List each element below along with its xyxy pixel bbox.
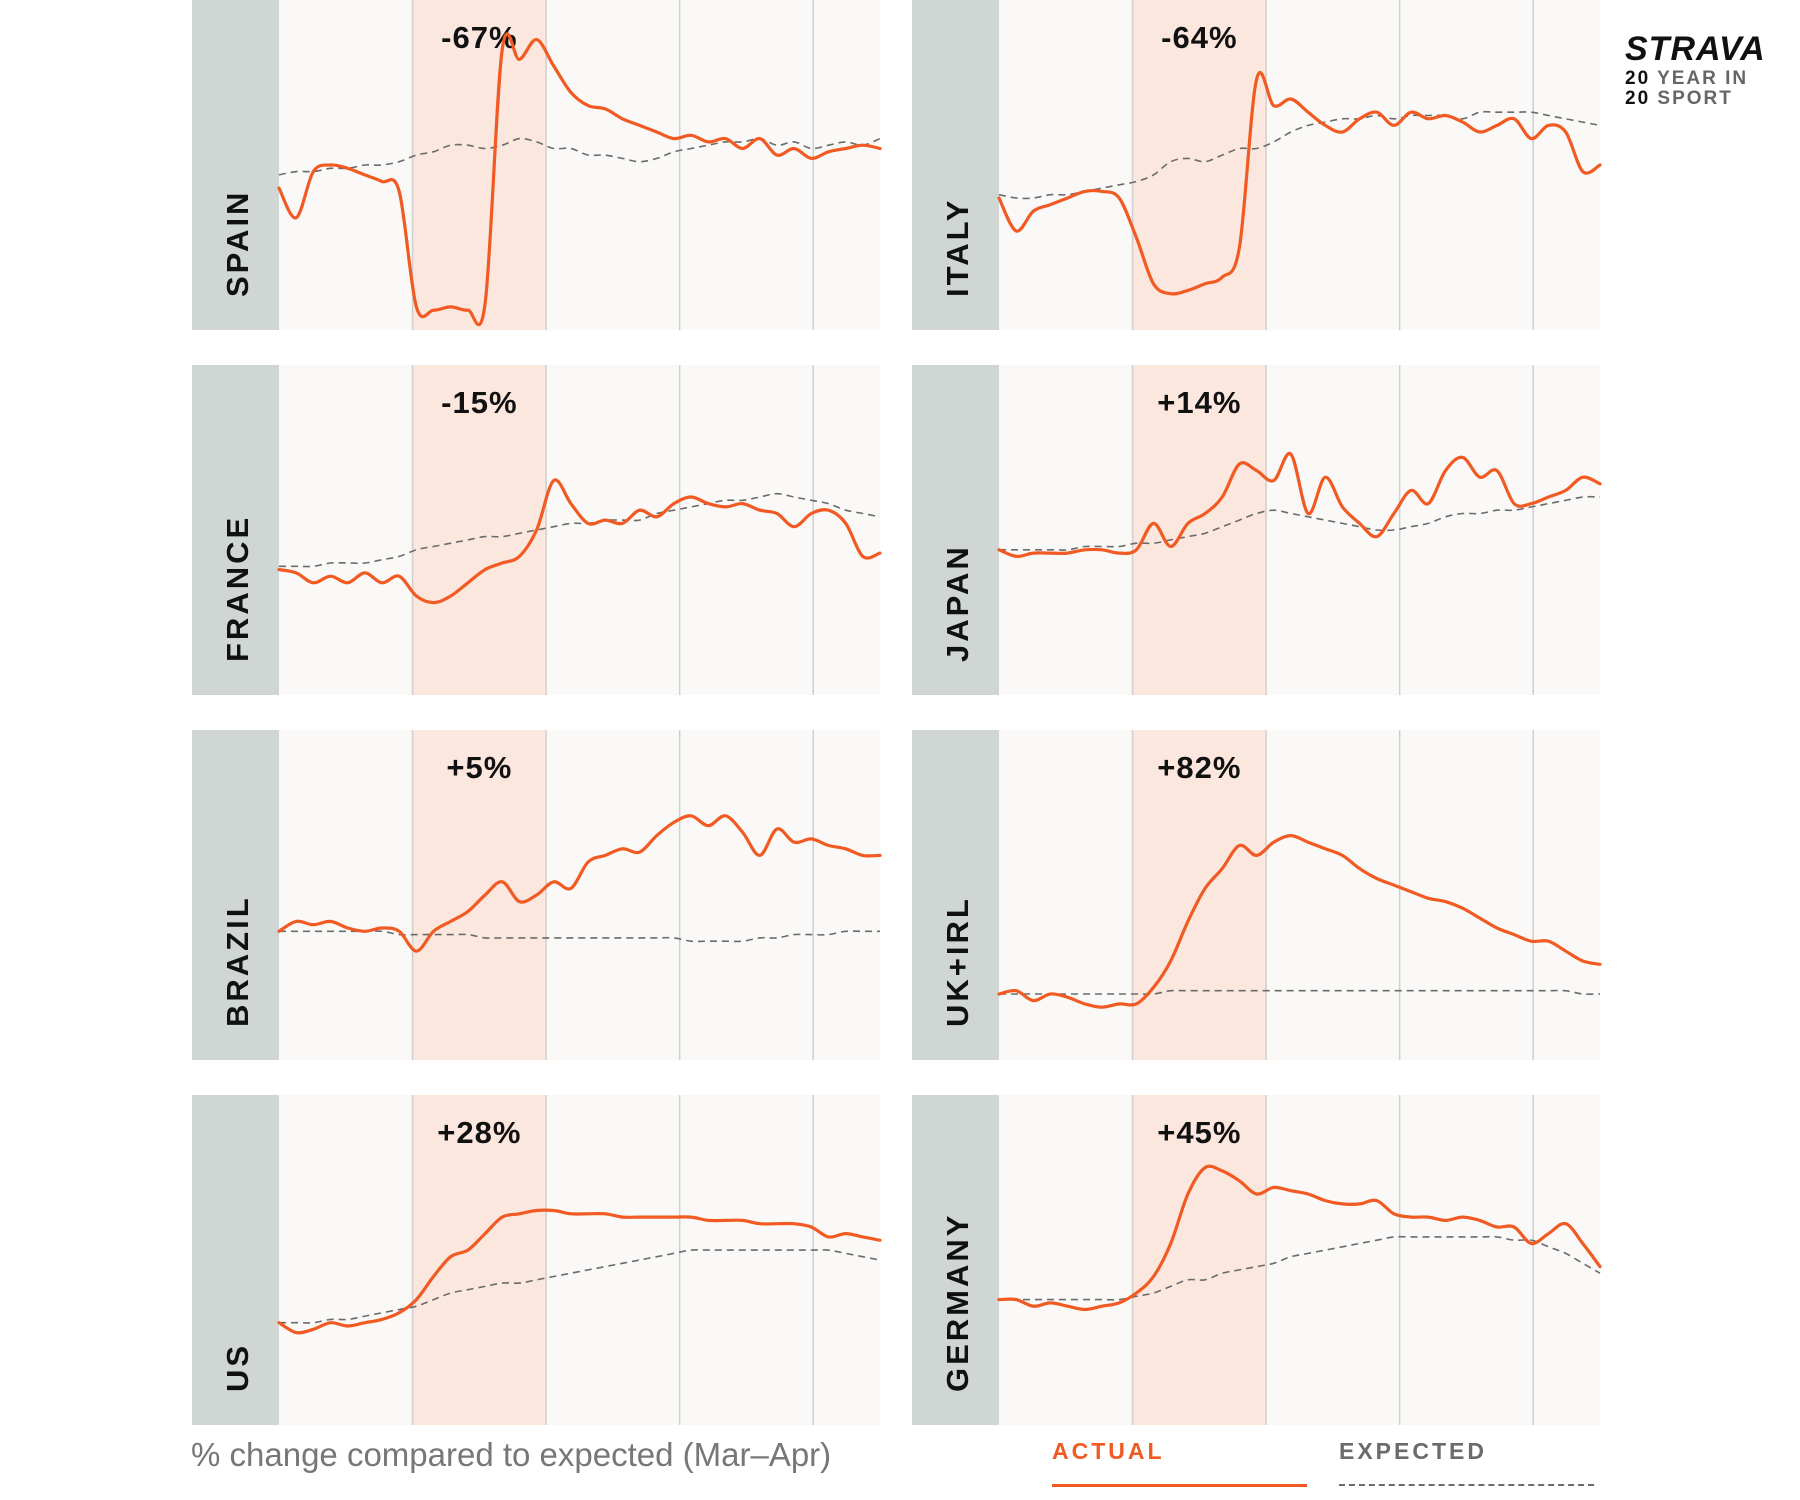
country-label-strip [192,365,279,695]
chart-panel-japan: JAPAN +14% [912,365,1602,695]
logo-line-1-number: 20 [1625,68,1651,89]
actual-line [997,1164,1602,1312]
country-label: US [220,1343,255,1392]
logo-line-2: 20 SPORT [1625,89,1766,109]
expected-line [999,1235,1601,1301]
country-label-strip [912,730,999,1060]
logo-line-2-text: SPORT [1657,88,1733,109]
country-label-strip [912,1095,999,1425]
expected-line [279,1249,881,1324]
lockdown-highlight [412,365,547,695]
expected-line [999,495,1601,551]
plot-background [279,365,880,695]
actual-line [997,451,1602,559]
chart-panel-uk-irl: UK+IRL +82% [912,730,1602,1060]
change-percent-label: +45% [1157,1115,1241,1150]
country-label: FRANCE [220,515,255,662]
plot-background [999,0,1600,330]
chart-panel-italy: ITALY -64% [912,0,1602,330]
lockdown-highlight [412,730,547,1060]
expected-line [999,989,1601,996]
country-label: BRAZIL [220,895,255,1027]
chart-caption: % change compared to expected (Mar–Apr) [191,1436,832,1473]
legend-actual-label: ACTUAL [1052,1438,1165,1464]
expected-line [998,110,1601,200]
legend-actual: ACTUAL [1052,1438,1307,1487]
country-label-strip [912,0,999,330]
change-percent-label: +82% [1157,750,1241,785]
change-percent-label: +28% [437,1115,521,1150]
plot-background [279,1095,880,1425]
change-percent-label: +14% [1157,385,1241,420]
logo-line-1-text: YEAR IN [1657,68,1749,89]
lockdown-highlight [412,1095,547,1425]
country-label-strip [192,0,279,330]
lockdown-highlight [1132,1095,1267,1425]
expected-line [278,930,880,943]
actual-line [277,478,882,605]
chart-panel-brazil: BRAZIL +5% [192,730,882,1060]
chart-panel-spain: SPAIN-67% [192,0,882,330]
country-label-strip [912,365,999,695]
legend-expected-label: EXPECTED [1339,1438,1487,1464]
country-label-strip [192,1095,279,1425]
plot-background [279,730,880,1060]
country-label: SPAIN [220,190,255,297]
lockdown-highlight [1132,0,1267,330]
legend-actual-swatch [1052,1484,1307,1487]
actual-line [277,814,882,953]
country-label: GERMANY [940,1213,975,1392]
actual-line [997,834,1602,1009]
actual-line [277,32,882,327]
country-label: JAPAN [940,544,975,662]
legend-expected-swatch [1339,1484,1594,1486]
logo-line-2-number: 20 [1625,88,1651,109]
expected-line [279,492,881,568]
plot-background [999,1095,1600,1425]
country-label: UK+IRL [940,896,975,1027]
change-percent-label: +5% [446,750,512,785]
logo-line-1: 20 YEAR IN [1625,69,1766,89]
chart-panel-us: US +28% [192,1095,882,1425]
change-percent-label: -64% [1161,20,1237,55]
actual-line [277,1208,882,1335]
change-percent-label: -15% [441,385,517,420]
plot-background [999,365,1600,695]
country-label: ITALY [940,198,975,297]
country-label-strip [192,730,279,1060]
chart-panel-germany: GERMANY +45% [912,1095,1602,1425]
chart-panel-france: FRANCE -15% [192,365,882,695]
plot-background [999,730,1600,1060]
plot-background [279,0,880,330]
expected-line [278,137,881,176]
actual-line [997,70,1602,296]
lockdown-highlight [1132,365,1267,695]
logo-brand: STRAVA [1625,30,1766,68]
legend-expected: EXPECTED [1339,1438,1594,1486]
strava-logo: STRAVA 20 YEAR IN 20 SPORT [1625,30,1766,109]
